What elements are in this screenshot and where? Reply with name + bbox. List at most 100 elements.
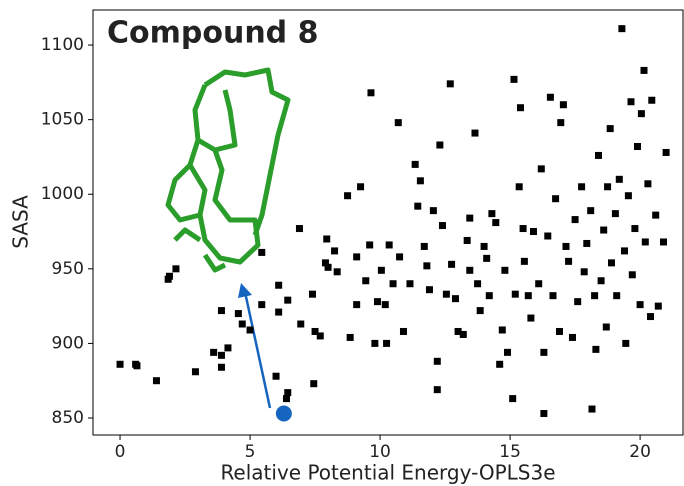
point bbox=[284, 389, 292, 397]
point bbox=[578, 183, 586, 191]
point bbox=[540, 348, 548, 356]
arrow-head bbox=[238, 283, 252, 298]
point bbox=[565, 257, 573, 265]
point bbox=[555, 327, 563, 335]
point bbox=[191, 368, 199, 376]
point bbox=[394, 119, 402, 127]
point bbox=[234, 310, 242, 318]
point bbox=[333, 268, 341, 276]
point bbox=[353, 253, 361, 261]
point bbox=[580, 268, 588, 276]
point bbox=[367, 89, 375, 97]
point bbox=[282, 395, 290, 403]
point bbox=[515, 183, 523, 191]
y-tick-label: 1050 bbox=[41, 110, 84, 130]
point bbox=[346, 333, 354, 341]
point bbox=[654, 302, 662, 310]
point bbox=[624, 192, 632, 200]
point bbox=[604, 183, 612, 191]
point bbox=[399, 327, 407, 335]
point bbox=[275, 281, 283, 289]
point bbox=[433, 357, 441, 365]
point bbox=[210, 348, 218, 356]
y-axis-label: SASA bbox=[9, 195, 33, 249]
point bbox=[471, 129, 479, 137]
point bbox=[510, 75, 518, 83]
point bbox=[310, 380, 318, 388]
point bbox=[537, 165, 545, 173]
y-tick-label: 850 bbox=[52, 408, 84, 428]
y-tick-label: 900 bbox=[52, 333, 84, 353]
point bbox=[571, 216, 579, 224]
annotation-arrow bbox=[243, 291, 272, 409]
point bbox=[297, 320, 305, 328]
point bbox=[520, 257, 528, 265]
point bbox=[295, 225, 303, 233]
point bbox=[459, 330, 467, 338]
point bbox=[133, 362, 141, 370]
point bbox=[583, 239, 591, 247]
point bbox=[549, 292, 557, 300]
point bbox=[463, 236, 471, 244]
point bbox=[552, 195, 560, 203]
point bbox=[321, 259, 329, 267]
point bbox=[480, 242, 488, 250]
point bbox=[540, 410, 548, 418]
point bbox=[474, 280, 482, 288]
point bbox=[389, 280, 397, 288]
point bbox=[592, 345, 600, 353]
point bbox=[152, 377, 160, 385]
point bbox=[607, 259, 615, 267]
point bbox=[511, 290, 519, 298]
point bbox=[613, 292, 621, 300]
point bbox=[597, 277, 605, 285]
point bbox=[429, 207, 437, 215]
point bbox=[501, 266, 509, 274]
point bbox=[594, 151, 602, 159]
molecule-drawing bbox=[165, 67, 291, 273]
point bbox=[411, 160, 419, 168]
point bbox=[615, 175, 623, 183]
point bbox=[646, 313, 654, 321]
point bbox=[498, 326, 506, 334]
point bbox=[331, 247, 339, 255]
point bbox=[217, 363, 225, 371]
point bbox=[433, 386, 441, 394]
point bbox=[529, 228, 537, 236]
point bbox=[659, 238, 667, 246]
point bbox=[381, 301, 389, 309]
point bbox=[562, 242, 570, 250]
point bbox=[165, 272, 173, 280]
point bbox=[323, 235, 331, 243]
x-tick-label: 10 bbox=[369, 442, 391, 462]
point bbox=[423, 262, 431, 270]
point bbox=[641, 238, 649, 246]
point bbox=[588, 405, 596, 413]
point bbox=[485, 292, 493, 300]
point bbox=[246, 326, 254, 334]
point bbox=[574, 298, 582, 306]
point bbox=[454, 327, 462, 335]
point bbox=[448, 260, 456, 268]
point bbox=[519, 225, 527, 233]
point bbox=[559, 101, 567, 109]
point bbox=[557, 119, 565, 127]
point bbox=[628, 271, 636, 279]
point bbox=[446, 80, 454, 88]
point bbox=[640, 66, 648, 74]
point bbox=[618, 25, 626, 33]
point bbox=[527, 314, 535, 322]
x-tick-label: 15 bbox=[499, 442, 521, 462]
x-tick-label: 0 bbox=[115, 442, 126, 462]
point bbox=[546, 93, 554, 101]
point bbox=[172, 265, 180, 273]
point bbox=[396, 253, 404, 261]
point bbox=[217, 307, 225, 315]
point bbox=[366, 241, 374, 249]
point bbox=[217, 351, 225, 359]
y-tick-label: 1100 bbox=[41, 35, 84, 55]
point bbox=[544, 232, 552, 240]
point bbox=[636, 301, 644, 309]
point bbox=[238, 320, 246, 328]
